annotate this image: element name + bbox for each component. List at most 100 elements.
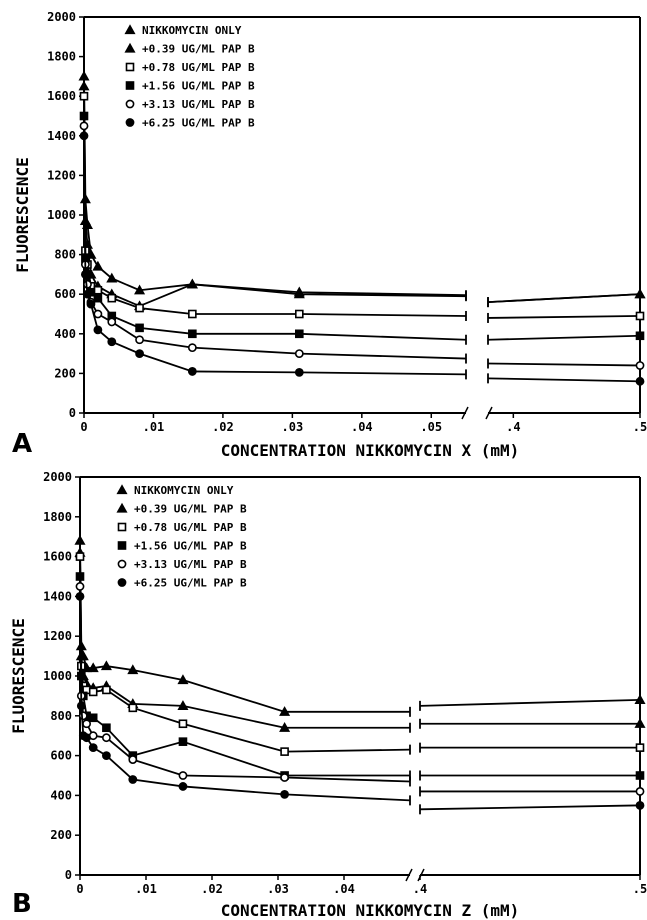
legend-entry: NIKKOMYCIN ONLY bbox=[134, 484, 234, 497]
data-point bbox=[178, 771, 188, 780]
series-line bbox=[83, 86, 467, 308]
data-point bbox=[93, 309, 103, 319]
data-point bbox=[634, 288, 646, 299]
y-tick-label: 600 bbox=[50, 749, 72, 763]
legend-entry: +3.13 UG/ML PAP B bbox=[142, 98, 255, 111]
data-point bbox=[135, 323, 144, 333]
legend-marker bbox=[125, 81, 135, 90]
data-point bbox=[78, 711, 88, 721]
data-point bbox=[86, 299, 96, 309]
y-tick-label: 1400 bbox=[47, 129, 76, 143]
series-line bbox=[79, 596, 411, 802]
axis-break-mark bbox=[461, 406, 469, 420]
y-tick-label: 1000 bbox=[47, 208, 76, 222]
panel-label: B bbox=[12, 889, 32, 919]
y-tick-label: 200 bbox=[50, 828, 72, 842]
data-point bbox=[635, 800, 645, 810]
x-tick-label: .03 bbox=[282, 420, 304, 434]
data-point bbox=[178, 719, 188, 729]
series-3 bbox=[79, 111, 645, 345]
chart-panel-a: 0 200 400 600 800 1000 1200 1400 1600 1800 2000 0 .0… bbox=[12, 10, 647, 460]
legend-entry: +0.39 UG/ML PAP B bbox=[142, 43, 255, 56]
chart-panel-b: 0 200 400 600 800 1000 1200 1400 1600 1800 2000 0 .0… bbox=[9, 470, 647, 920]
series-4 bbox=[79, 121, 645, 370]
data-point bbox=[187, 367, 197, 376]
y-tick-label: 1600 bbox=[47, 89, 76, 103]
y-tick-label: 1000 bbox=[43, 669, 72, 683]
legend-entry: +1.56 UG/ML PAP B bbox=[142, 80, 255, 93]
data-point bbox=[107, 317, 117, 327]
data-point bbox=[635, 311, 645, 321]
data-point bbox=[127, 664, 139, 675]
x-tick-label: 0 bbox=[80, 420, 87, 434]
data-point bbox=[102, 733, 111, 743]
data-point bbox=[279, 722, 291, 732]
y-tick-label: 1800 bbox=[47, 50, 76, 64]
series-5 bbox=[79, 131, 645, 386]
data-point bbox=[177, 674, 189, 685]
axis-break-mark bbox=[405, 868, 413, 882]
series-4 bbox=[75, 582, 645, 797]
data-point bbox=[102, 751, 111, 760]
x-tick-label: .5 bbox=[633, 882, 647, 896]
data-point bbox=[83, 289, 92, 299]
data-point bbox=[88, 743, 98, 753]
x-tick-label: .02 bbox=[212, 420, 234, 434]
data-point bbox=[295, 329, 304, 339]
x-tick-label: .01 bbox=[143, 420, 165, 434]
y-tick-label: 1200 bbox=[47, 168, 76, 182]
series-line bbox=[487, 334, 641, 341]
data-point bbox=[135, 349, 144, 358]
x-axis-label: CONCENTRATION NIKKOMYCIN Z (mM) bbox=[221, 901, 520, 920]
y-axis-label: FLUORESCENCE bbox=[9, 618, 28, 734]
data-point bbox=[295, 309, 304, 319]
data-point bbox=[82, 733, 91, 743]
data-point bbox=[634, 694, 646, 704]
x-tick-label: .5 bbox=[633, 420, 647, 434]
data-point bbox=[74, 534, 86, 545]
data-point bbox=[87, 662, 99, 673]
data-point bbox=[294, 368, 304, 377]
data-point bbox=[128, 703, 138, 713]
series-line bbox=[487, 315, 641, 319]
series-line bbox=[487, 377, 641, 383]
panel-label: A bbox=[12, 429, 32, 459]
axis-break-mark bbox=[417, 868, 425, 882]
data-point bbox=[635, 771, 645, 780]
data-point bbox=[635, 331, 645, 341]
y-tick-label: 0 bbox=[65, 868, 72, 882]
y-tick-label: 0 bbox=[69, 406, 76, 420]
data-point bbox=[92, 260, 104, 271]
data-point bbox=[102, 685, 111, 695]
data-point bbox=[294, 349, 304, 358]
data-point bbox=[280, 747, 289, 756]
legend-entry: +3.13 UG/ML PAP B bbox=[134, 558, 247, 571]
legend-entry: +0.39 UG/ML PAP B bbox=[134, 503, 247, 516]
y-tick-label: 1200 bbox=[43, 629, 72, 643]
data-point bbox=[106, 272, 118, 283]
data-point bbox=[186, 278, 198, 289]
legend-marker bbox=[125, 62, 135, 72]
y-tick-label: 800 bbox=[54, 248, 76, 262]
y-tick-label: 1400 bbox=[43, 589, 72, 603]
y-tick-label: 800 bbox=[50, 709, 72, 723]
data-point bbox=[88, 687, 98, 697]
x-tick-label: .02 bbox=[201, 882, 223, 896]
legend-entry: +1.56 UG/ML PAP B bbox=[134, 540, 247, 553]
legend-marker bbox=[125, 99, 135, 109]
legend-marker bbox=[117, 559, 127, 569]
data-point bbox=[178, 737, 188, 746]
series-line bbox=[419, 804, 641, 811]
data-point bbox=[79, 91, 89, 101]
data-point bbox=[128, 775, 138, 784]
series-line bbox=[79, 576, 410, 777]
legend-entry: +6.25 UG/ML PAP B bbox=[134, 577, 247, 590]
y-tick-label: 200 bbox=[54, 366, 76, 380]
data-point bbox=[75, 582, 85, 591]
data-point bbox=[93, 325, 103, 335]
legend-marker bbox=[117, 578, 127, 587]
data-point bbox=[280, 790, 289, 799]
data-point bbox=[75, 592, 85, 601]
legend-marker bbox=[125, 118, 135, 127]
x-tick-label: .4 bbox=[413, 882, 427, 896]
